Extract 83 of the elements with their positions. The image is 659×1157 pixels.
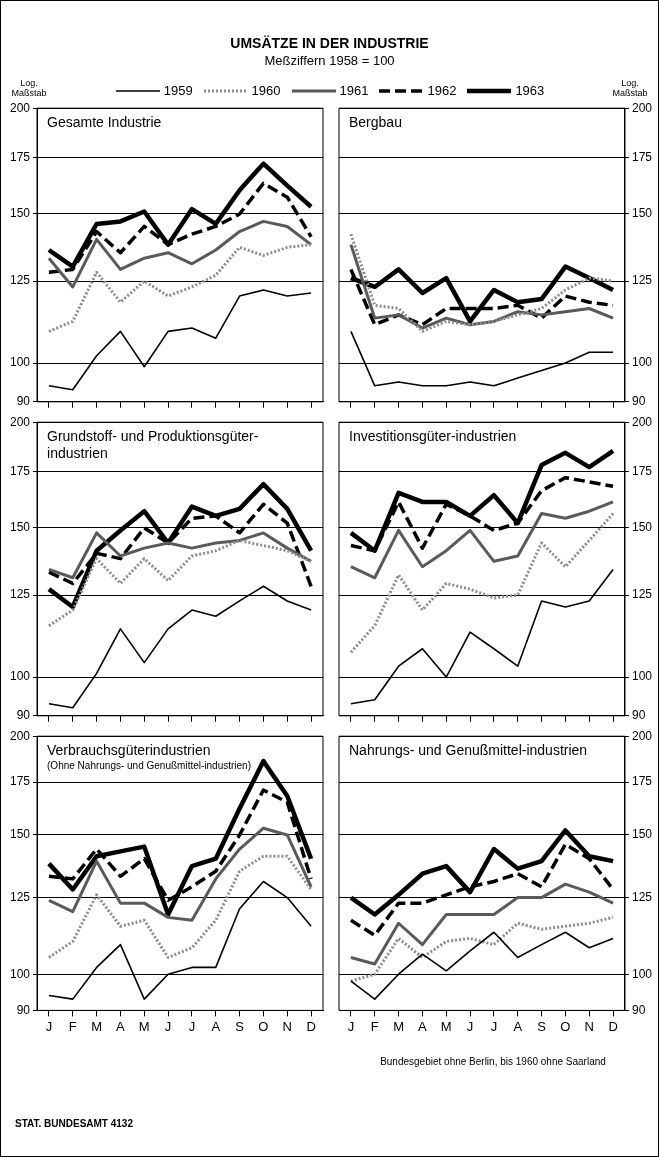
y-tick-label: 90 <box>16 1002 31 1017</box>
x-tick-label: S <box>537 1018 547 1034</box>
x-tick-label: A <box>116 1018 126 1034</box>
x-tick-label: O <box>258 1018 269 1034</box>
legend-label: 1962 <box>427 83 457 98</box>
x-tick-label: M <box>440 1018 452 1034</box>
y-tick-label: 175 <box>631 149 653 164</box>
x-tick-label: N <box>282 1018 292 1034</box>
y-axis-title: Log. Maßstab <box>611 78 649 98</box>
y-axis-title: Log. Maßstab <box>10 78 48 98</box>
y-tick-label: 150 <box>9 827 31 842</box>
y-tick-label: 150 <box>631 827 653 842</box>
y-tick-label: 175 <box>9 774 31 789</box>
y-tick-label: 125 <box>9 273 31 288</box>
y-tick-label: 200 <box>631 728 653 743</box>
text: UMSÄTZE IN DER INDUSTRIE <box>229 35 430 51</box>
y-tick-label: 175 <box>631 774 653 789</box>
line-series <box>349 512 615 654</box>
line-series <box>349 915 615 983</box>
y-tick-label: 100 <box>9 669 31 684</box>
y-tick-label: 175 <box>631 463 653 478</box>
y-tick-label: 200 <box>9 100 31 115</box>
legend-label: 1960 <box>251 83 281 98</box>
x-tick-label: J <box>164 1018 172 1034</box>
text: Bundesgebiet ohne Berlin, bis 1960 ohne Saarland <box>379 1056 607 1067</box>
y-tick-label: 90 <box>16 394 31 409</box>
y-tick-label: 125 <box>9 587 31 602</box>
y-tick-label: 175 <box>9 463 31 478</box>
y-tick-label: 175 <box>9 149 31 164</box>
chart-title: Verbrauchsgüterindustrien <box>47 742 211 759</box>
text: Meßziffern 1958 = 100 <box>263 53 396 68</box>
x-tick-label: J <box>490 1018 498 1034</box>
legend-label: 1961 <box>339 83 369 98</box>
x-tick-label: S <box>235 1018 245 1034</box>
x-tick-label: A <box>418 1018 428 1034</box>
y-tick-label: 90 <box>631 708 646 723</box>
y-tick-label: 100 <box>631 669 653 684</box>
x-tick-label: N <box>584 1018 594 1034</box>
x-tick-label: F <box>68 1018 77 1034</box>
y-tick-label: 200 <box>631 414 653 429</box>
y-tick-label: 150 <box>631 520 653 535</box>
line-series <box>47 538 313 628</box>
x-tick-label: M <box>91 1018 103 1034</box>
chart-title: Bergbau <box>349 114 402 131</box>
y-tick-label: 100 <box>9 355 31 370</box>
y-tick-label: 125 <box>631 273 653 288</box>
y-tick-label: 90 <box>631 394 646 409</box>
y-tick-label: 100 <box>9 966 31 981</box>
y-tick-label: 90 <box>631 1002 646 1017</box>
y-tick-label: 150 <box>9 520 31 535</box>
chart-title: Investitionsgüter-industrien <box>349 428 517 445</box>
x-tick-label: M <box>393 1018 404 1034</box>
y-tick-label: 90 <box>16 708 31 723</box>
y-tick-label: 125 <box>9 889 31 904</box>
y-tick-label: 200 <box>631 100 653 115</box>
line-series <box>47 854 313 959</box>
x-tick-label: F <box>370 1018 379 1034</box>
y-tick-label: 150 <box>9 206 31 221</box>
x-tick-label: J <box>188 1018 196 1034</box>
x-tick-label: D <box>608 1018 618 1034</box>
text: Grundstoff- und Produktionsgüter-industrien <box>47 428 259 462</box>
x-tick-label: O <box>560 1018 571 1034</box>
y-tick-label: 100 <box>631 355 653 370</box>
y-tick-label: 125 <box>631 889 653 904</box>
x-tick-label: A <box>211 1018 221 1034</box>
x-tick-label: D <box>306 1018 316 1034</box>
chart-title: Nahrungs- und Genußmittel-industrien <box>349 742 588 759</box>
y-tick-label: 125 <box>631 587 653 602</box>
legend-label: 1963 <box>515 83 545 98</box>
y-tick-label: 200 <box>9 728 31 743</box>
y-tick-label: 100 <box>631 966 653 981</box>
text: STAT. BUNDESAMT 4132 <box>15 1118 134 1129</box>
text: (Ohne Nahrungs- und Genußmittel-industrien) <box>47 759 252 771</box>
x-tick-label: J <box>347 1018 355 1034</box>
legend-label: 1959 <box>163 83 193 98</box>
y-tick-label: 150 <box>631 206 653 221</box>
chart-title: Gesamte Industrie <box>47 114 162 131</box>
x-tick-label: J <box>45 1018 53 1034</box>
x-tick-label: A <box>513 1018 523 1034</box>
x-tick-label: M <box>138 1018 150 1034</box>
line-series <box>47 243 313 333</box>
x-tick-label: J <box>466 1018 474 1034</box>
y-tick-label: 200 <box>9 414 31 429</box>
